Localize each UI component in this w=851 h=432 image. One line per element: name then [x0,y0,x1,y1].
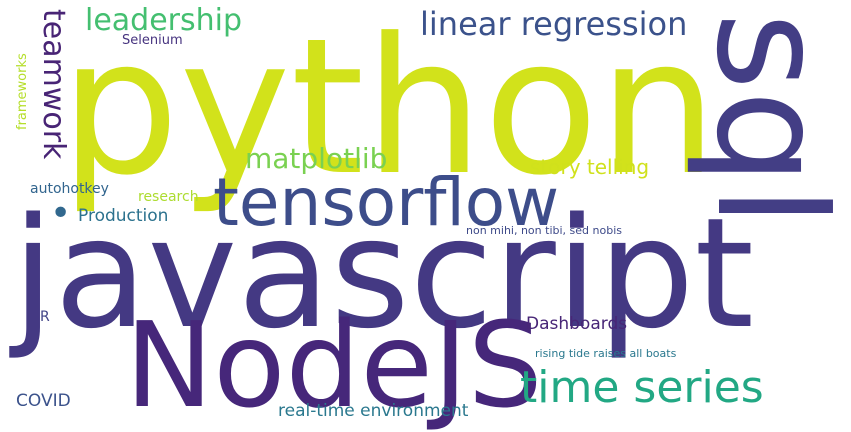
word-javascript: javascript [12,185,755,362]
word-dot: • [50,193,72,234]
word-linear-regression: linear regression [420,5,688,43]
word-rising-tide: rising tide raises all boats [535,347,677,360]
word-r: R [40,309,50,325]
word-time-series: time series [520,362,764,413]
word-python: python [60,0,718,217]
word-teamwork: teamwork [36,9,71,160]
word-tensorflow: tensorflow [213,164,560,241]
word-selenium: Selenium [122,33,183,48]
word-real-time-environment: real-time environment [278,401,469,421]
word-dashboards: Dashboards [526,314,628,334]
word-non-mihi: non mihi, non tibi, sed nobis [466,224,622,237]
word-matplotlib: matplotlib [245,142,388,175]
word-story-telling: story telling [530,155,650,179]
word-frameworks: frameworks [15,53,30,130]
word-nodejs: NodeJS [125,296,543,432]
word-covid: COVID [16,391,71,411]
word-leadership: leadership [85,3,243,38]
word-research: research [138,189,199,205]
word-production: Production [78,206,169,226]
word-autohotkey: autohotkey [30,181,109,197]
